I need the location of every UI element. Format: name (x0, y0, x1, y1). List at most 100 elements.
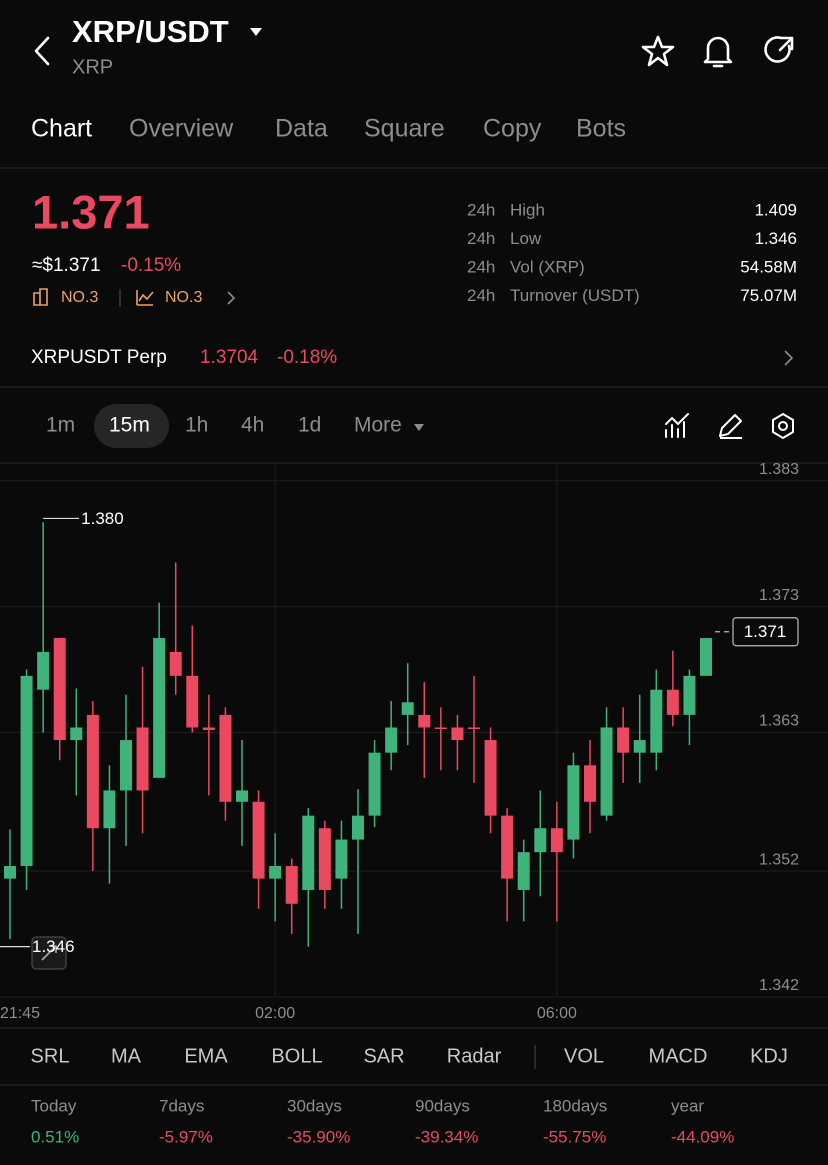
interval[interactable]: 1d (298, 414, 321, 437)
performance-change: 0.51% (31, 1127, 79, 1146)
rank-icon (33, 288, 48, 306)
candle-body (385, 727, 398, 753)
tab[interactable]: Bots (576, 115, 626, 143)
expand-icon (41, 945, 57, 961)
interval[interactable]: More (354, 414, 402, 437)
stat-value: 75.07M (740, 286, 797, 305)
rank[interactable]: NO.3 (165, 289, 202, 306)
interval[interactable]: 1m (46, 414, 75, 437)
draw-icon[interactable] (719, 414, 742, 439)
candle-body (468, 727, 480, 729)
indicator[interactable]: SAR (363, 1045, 404, 1067)
stat-value: 1.346 (754, 229, 797, 248)
settings-icon-center (778, 421, 788, 431)
perp-name[interactable]: XRPUSDT Perp (31, 347, 167, 368)
y-tick-label: 1.373 (759, 587, 799, 604)
indicator[interactable]: Radar (447, 1045, 502, 1067)
x-tick-label: 06:00 (537, 1005, 577, 1022)
performance-change: -35.90% (287, 1127, 350, 1146)
pair-title[interactable]: XRP/USDT (72, 14, 229, 49)
candle-body (169, 651, 182, 676)
candle-body (650, 689, 663, 753)
stat-label: Low (510, 229, 542, 248)
stat-period: 24h (467, 257, 495, 276)
stat-label: Vol (XRP) (510, 257, 585, 276)
indicator[interactable]: EMA (184, 1045, 228, 1067)
perp-price: 1.3704 (200, 347, 259, 368)
candle-body (451, 727, 464, 741)
tab[interactable]: Overview (129, 115, 234, 143)
tab[interactable]: Copy (483, 115, 542, 143)
candle-body (252, 801, 265, 879)
performance-period: 180days (543, 1096, 607, 1115)
settings-icon[interactable] (772, 412, 794, 440)
pair-dropdown[interactable] (250, 28, 262, 36)
candle-body (120, 740, 132, 791)
share-icon[interactable] (764, 36, 794, 63)
last-price: 1.371 (32, 185, 150, 238)
tab[interactable]: Data (275, 115, 328, 143)
indicator[interactable]: BOLL (271, 1045, 322, 1067)
tab[interactable]: Chart (31, 115, 92, 143)
perp-chevron[interactable] (784, 350, 794, 366)
rank-chevron[interactable] (227, 291, 236, 305)
candle-body (153, 638, 166, 778)
candle-body (418, 714, 431, 728)
rank[interactable]: NO.3 (61, 289, 98, 306)
performance-change: -55.75% (543, 1127, 606, 1146)
candle-body (335, 839, 348, 879)
candle-body (37, 651, 50, 690)
indicator[interactable]: MA (111, 1045, 142, 1067)
last-price-box (732, 617, 799, 647)
candle-body (683, 675, 696, 715)
indicator[interactable]: MACD (649, 1045, 708, 1067)
candle-body (86, 714, 99, 829)
candle-body (501, 815, 514, 879)
stat-period: 24h (467, 286, 495, 305)
y-tick-label: 1.383 (759, 461, 799, 478)
performance-period: Today (31, 1096, 77, 1115)
interval[interactable]: 4h (241, 414, 264, 437)
candle-body (4, 866, 16, 879)
max-price-label: 1.380 (81, 509, 124, 528)
candle-body (219, 714, 232, 802)
stat-value: 1.409 (754, 200, 797, 219)
x-tick-label: 02:00 (255, 1005, 295, 1022)
last-price-tag: 1.371 (744, 622, 787, 641)
performance-period: 7days (159, 1096, 204, 1115)
back-button[interactable] (34, 36, 50, 66)
y-tick-label: 1.352 (759, 851, 799, 868)
candle-body (202, 727, 215, 730)
interval[interactable]: 1h (185, 414, 208, 437)
candle-body (484, 740, 497, 816)
candle-body (534, 828, 547, 853)
performance-change: -44.09% (671, 1127, 734, 1146)
indicator-icon[interactable] (665, 413, 689, 438)
candle-body (302, 815, 315, 890)
performance-change: -5.97% (159, 1127, 213, 1146)
more-dropdown[interactable] (414, 424, 424, 431)
min-price-label: 1.346 (32, 937, 75, 956)
candle-body (517, 852, 530, 890)
candle-body (20, 675, 33, 867)
indicator[interactable]: SRL (31, 1045, 70, 1067)
indicator[interactable]: VOL (564, 1045, 604, 1067)
x-tick-label: 21:45 (0, 1005, 40, 1022)
favorite-icon[interactable] (641, 35, 675, 67)
interval[interactable]: 15m (109, 414, 150, 437)
candle-body (236, 790, 248, 802)
candle-body (269, 866, 282, 879)
stat-period: 24h (467, 229, 495, 248)
candle-body (600, 727, 613, 816)
alert-icon[interactable] (703, 36, 733, 68)
performance-period: 90days (415, 1096, 470, 1115)
performance-change: -39.34% (415, 1127, 478, 1146)
tab[interactable]: Square (364, 115, 445, 143)
candle-body (666, 689, 679, 715)
rank-icon (136, 290, 154, 306)
price-change: -0.15% (121, 255, 181, 276)
indicator[interactable]: KDJ (750, 1045, 788, 1067)
candle-body (434, 727, 447, 729)
